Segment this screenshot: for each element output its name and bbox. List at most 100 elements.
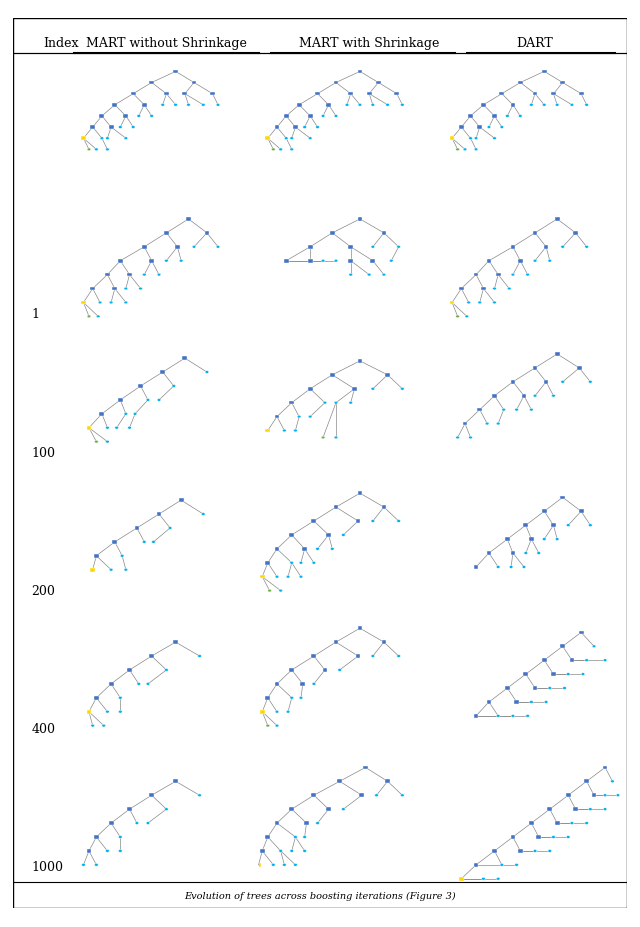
Text: 1: 1 (31, 308, 39, 321)
Bar (186, 218, 191, 222)
Circle shape (497, 877, 500, 881)
Circle shape (271, 864, 275, 867)
Circle shape (511, 273, 515, 277)
Bar (566, 794, 571, 797)
Circle shape (299, 697, 303, 699)
Circle shape (172, 386, 175, 388)
Circle shape (137, 115, 141, 119)
Bar (149, 794, 154, 797)
Circle shape (303, 836, 307, 839)
Bar (363, 766, 368, 769)
Circle shape (604, 794, 607, 797)
Bar (326, 807, 331, 811)
Circle shape (474, 148, 478, 152)
Circle shape (592, 645, 596, 648)
Circle shape (290, 137, 294, 141)
Bar (300, 682, 305, 686)
Circle shape (508, 287, 511, 291)
Circle shape (187, 104, 190, 108)
Circle shape (143, 273, 146, 277)
Bar (90, 126, 95, 130)
Bar (127, 273, 132, 277)
Circle shape (497, 565, 500, 569)
Circle shape (118, 126, 122, 130)
Bar (551, 673, 556, 676)
Circle shape (205, 371, 209, 375)
Bar (486, 701, 492, 704)
Circle shape (135, 822, 139, 825)
Bar (376, 82, 381, 85)
Bar (205, 232, 209, 235)
Bar (182, 357, 188, 361)
Circle shape (589, 381, 592, 384)
Bar (275, 821, 280, 825)
Bar (109, 682, 113, 686)
Circle shape (526, 715, 529, 717)
Circle shape (533, 260, 537, 263)
Circle shape (284, 137, 288, 141)
Bar (337, 780, 342, 783)
Bar (173, 70, 178, 74)
Bar (459, 126, 464, 130)
Bar (164, 232, 169, 235)
Bar (463, 423, 467, 425)
Bar (560, 496, 565, 500)
Bar (260, 849, 265, 853)
Bar (312, 794, 316, 797)
Bar (131, 93, 136, 96)
Bar (94, 696, 99, 700)
Bar (348, 246, 353, 249)
Bar (142, 104, 147, 108)
Text: Index: Index (44, 37, 79, 50)
Circle shape (106, 850, 109, 853)
Bar (481, 104, 486, 108)
Bar (266, 835, 270, 839)
Bar (149, 82, 154, 85)
Bar (579, 631, 584, 634)
Circle shape (303, 126, 307, 130)
Bar (381, 641, 387, 644)
Bar (591, 794, 596, 797)
Bar (603, 766, 607, 769)
Bar (124, 115, 128, 119)
Bar (275, 682, 280, 686)
Bar (358, 70, 362, 74)
Bar (293, 126, 298, 130)
Bar (518, 260, 523, 263)
Bar (474, 565, 479, 569)
Circle shape (202, 514, 205, 515)
Circle shape (529, 104, 533, 108)
Circle shape (544, 701, 548, 704)
Circle shape (179, 260, 183, 263)
Circle shape (456, 437, 460, 439)
Bar (511, 835, 515, 839)
Circle shape (487, 126, 491, 130)
Bar (579, 93, 584, 96)
Bar (90, 287, 95, 291)
Bar (573, 232, 578, 235)
Bar (532, 687, 538, 690)
Bar (173, 780, 178, 783)
Circle shape (581, 673, 585, 676)
Bar (142, 246, 147, 249)
Circle shape (294, 430, 297, 433)
Circle shape (330, 548, 334, 551)
Bar (468, 115, 473, 119)
Circle shape (570, 822, 573, 825)
Bar (381, 232, 387, 235)
Bar (542, 659, 547, 662)
Circle shape (526, 273, 529, 277)
Bar (86, 710, 92, 714)
Circle shape (374, 794, 378, 797)
Circle shape (566, 673, 570, 676)
Circle shape (106, 441, 109, 444)
Circle shape (522, 565, 526, 569)
Circle shape (349, 273, 353, 277)
Bar (450, 301, 454, 305)
Bar (381, 506, 387, 509)
Bar (367, 93, 372, 96)
Circle shape (290, 697, 294, 699)
Bar (191, 82, 196, 85)
Circle shape (358, 104, 362, 108)
Circle shape (589, 808, 592, 810)
